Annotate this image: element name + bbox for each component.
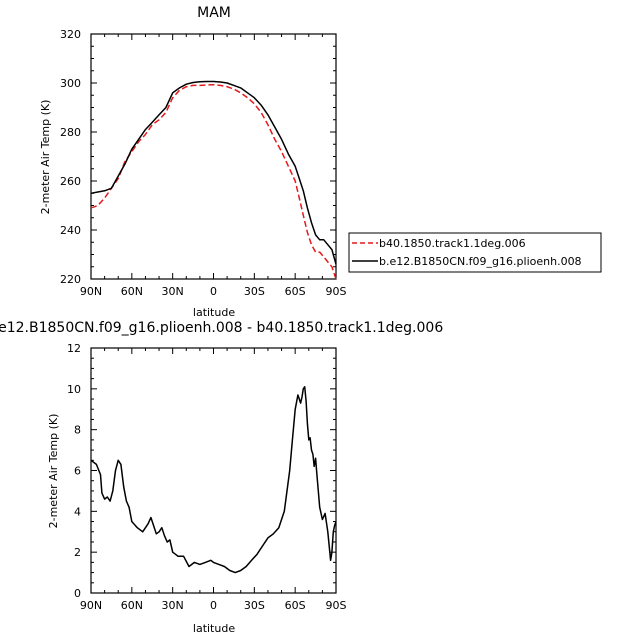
bottom-plot-frame (90, 347, 337, 594)
top-ytick-label: 320 (60, 28, 81, 41)
top-ytick-label: 300 (60, 77, 81, 90)
top-ytick-label: 240 (60, 224, 81, 237)
bottom-xtick-label: 90N (80, 599, 102, 612)
bottom-chart-title: b.e12.B1850CN.f09_g16.plioenh.008 - b40.… (0, 320, 443, 336)
top-series-line-1 (90, 80, 337, 265)
top-axis-ticks: 90N 60N 30N 0 30S 60S 90S 220 240 260 280 300 320 (60, 28, 347, 298)
bottom-xtick-label: 90S (326, 599, 347, 612)
bottom-series-line-0 (90, 386, 337, 574)
bottom-chart-ylabel: 2-meter Air Temp (K) (47, 414, 60, 529)
bottom-series-lines (90, 386, 337, 574)
top-xtick-label: 0 (210, 285, 217, 298)
legend: b40.1850.track1.1deg.006 b.e12.B1850CN.f… (348, 232, 602, 273)
bottom-xtick-label: 0 (210, 599, 217, 612)
top-series-line-0 (90, 83, 337, 280)
bottom-axis-ticks: 90N 60N 30N 0 30S 60S 90S 0 2 4 6 8 10 12 (67, 342, 347, 612)
bottom-chart-xlabel: latitude (193, 622, 235, 635)
top-xtick-label: 30N (162, 285, 184, 298)
top-xtick-label: 90S (326, 285, 347, 298)
legend-label-black: b.e12.B1850CN.f09_g16.plioenh.008 (379, 255, 582, 268)
top-xtick-label: 60S (285, 285, 306, 298)
top-chart-ylabel: 2-meter Air Temp (K) (39, 100, 52, 215)
bottom-xtick-label: 30N (162, 599, 184, 612)
top-xtick-label: 30S (244, 285, 265, 298)
top-xtick-label: 60N (121, 285, 143, 298)
bottom-ytick-label: 6 (74, 465, 81, 478)
bottom-xtick-label: 60N (121, 599, 143, 612)
top-series-lines (90, 80, 337, 280)
bottom-chart-panel: b.e12.B1850CN.f09_g16.plioenh.008 - b40.… (0, 320, 443, 635)
bottom-ytick-label: 2 (74, 546, 81, 559)
top-ytick-label: 280 (60, 126, 81, 139)
bottom-ytick-label: 4 (74, 505, 81, 518)
top-ytick-label: 260 (60, 175, 81, 188)
bottom-ytick-label: 0 (74, 587, 81, 600)
top-chart-title: MAM (197, 5, 231, 21)
bottom-ytick-label: 10 (67, 383, 81, 396)
top-chart-xlabel: latitude (193, 306, 235, 319)
top-xtick-label: 90N (80, 285, 102, 298)
bottom-ytick-label: 8 (74, 424, 81, 437)
legend-label-red: b40.1850.track1.1deg.006 (379, 237, 526, 250)
top-chart-panel: MAM 2-meter Air Temp (K) latitude 90N 60N… (39, 5, 347, 319)
top-ytick-label: 220 (60, 273, 81, 286)
bottom-ytick-label: 12 (67, 342, 81, 355)
bottom-xtick-label: 30S (244, 599, 265, 612)
bottom-xtick-label: 60S (285, 599, 306, 612)
legend-box (348, 232, 602, 273)
